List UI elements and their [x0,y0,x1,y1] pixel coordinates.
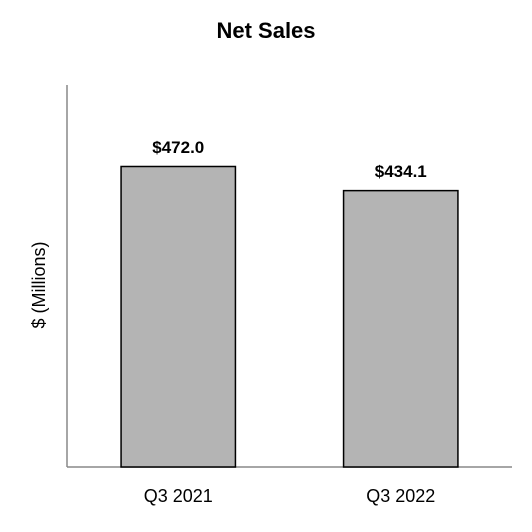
value-label: $434.1 [375,162,427,181]
chart-title: Net Sales [216,18,315,43]
bar [342,189,459,468]
value-label: $472.0 [152,138,204,157]
x-tick-label: Q3 2022 [366,486,435,506]
y-axis-label: $ (Millions) [29,241,49,328]
bar [120,165,237,468]
x-tick-label: Q3 2021 [144,486,213,506]
